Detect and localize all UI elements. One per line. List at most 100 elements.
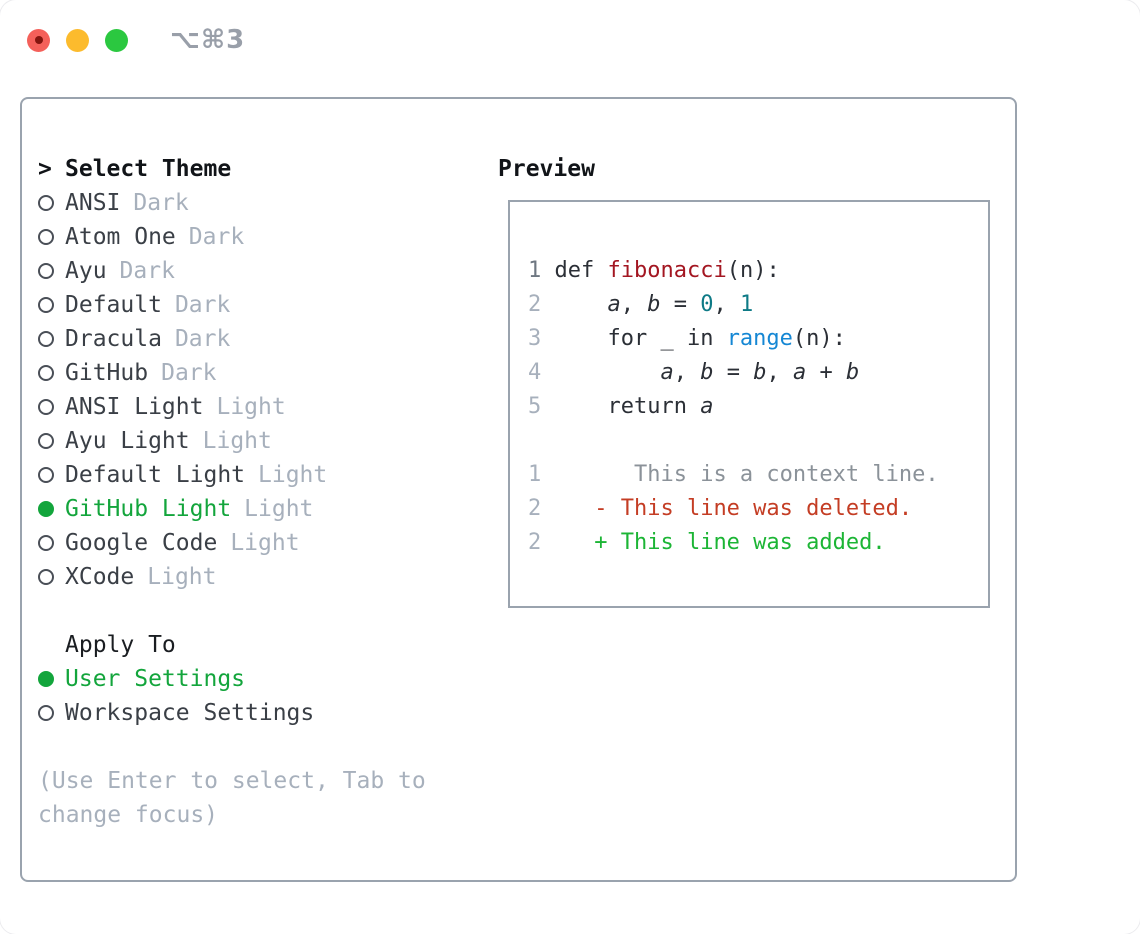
- line-number: 4: [528, 360, 542, 385]
- theme-option[interactable]: ANSI Dark: [38, 186, 478, 220]
- theme-list: ANSI Dark Atom One Dark Ayu Dark Default Dark Dr…: [38, 186, 478, 594]
- theme-option-variant: Light: [244, 496, 314, 522]
- theme-option[interactable]: GitHub Light Light: [38, 492, 478, 526]
- radio-icon: [38, 433, 54, 449]
- code-token-var: a: [792, 360, 807, 385]
- code-token-func: fibonacci: [607, 258, 727, 283]
- apply-option-label: User Settings: [65, 666, 246, 692]
- titlebar: ⌥⌘3: [27, 25, 245, 55]
- code-line: 3 for _ in range(n):: [528, 322, 988, 356]
- code-line: 1 def fibonacci(n):: [528, 254, 988, 288]
- code-token-code: [555, 292, 608, 317]
- focus-caret-icon: >: [38, 156, 52, 182]
- code-line: 2 - This line was deleted.: [528, 492, 988, 526]
- line-number: 1: [528, 462, 542, 487]
- radio-icon: [38, 195, 54, 211]
- code-line: 5 return a: [528, 390, 988, 424]
- theme-option-variant: Dark: [119, 258, 175, 284]
- theme-option[interactable]: Default Light Light: [38, 458, 478, 492]
- theme-option-label: XCode: [65, 564, 135, 590]
- theme-option-label: Default: [65, 292, 162, 318]
- theme-option-label: Default Light: [65, 462, 246, 488]
- close-button[interactable]: [27, 28, 50, 52]
- theme-option[interactable]: Google Code Light: [38, 526, 478, 560]
- code-token-context: This is a context line.: [554, 462, 939, 487]
- theme-option-label: ANSI: [65, 190, 121, 216]
- theme-option-variant: Light: [216, 394, 286, 420]
- theme-option-variant: Dark: [161, 360, 217, 386]
- theme-column: > Select Theme ANSI Dark Atom One Dark Ayu Da…: [38, 152, 478, 832]
- apply-to-title: Apply To: [65, 632, 176, 658]
- radio-icon: [38, 297, 54, 313]
- theme-option-variant: Dark: [133, 190, 189, 216]
- theme-option[interactable]: Ayu Light Light: [38, 424, 478, 458]
- window-title: ⌥⌘3: [170, 25, 246, 55]
- theme-option-label: Ayu Light: [65, 428, 190, 454]
- code-token-code: ,: [713, 292, 740, 317]
- code-token-builtin: range: [726, 326, 793, 351]
- theme-option[interactable]: Atom One Dark: [38, 220, 478, 254]
- radio-icon: [38, 263, 54, 279]
- theme-option-label: GitHub: [65, 360, 149, 386]
- code-token-added: + This line was added.: [554, 530, 886, 555]
- theme-option-label: Atom One: [65, 224, 176, 250]
- code-token-num: 1: [739, 292, 754, 317]
- code-token-var: a: [660, 360, 674, 385]
- code-token-code: ,: [766, 360, 793, 385]
- radio-icon: [38, 399, 54, 415]
- theme-option[interactable]: XCode Light: [38, 560, 478, 594]
- spacer: [38, 594, 478, 628]
- radio-icon: [38, 569, 54, 585]
- code-token-code: =: [713, 360, 754, 385]
- code-token-code: [555, 360, 661, 385]
- radio-selected-icon: [38, 501, 54, 517]
- code-line: [528, 424, 988, 458]
- code-line: 1 This is a context line.: [528, 458, 988, 492]
- theme-option-variant: Light: [258, 462, 328, 488]
- preview-title: Preview: [498, 156, 595, 182]
- code-token-code: +: [806, 360, 846, 385]
- select-theme-title: Select Theme: [65, 156, 232, 182]
- apply-to-header: Apply To: [38, 628, 478, 662]
- theme-option-label: Dracula: [65, 326, 162, 352]
- apply-option-label: Workspace Settings: [65, 700, 315, 726]
- theme-option[interactable]: Default Dark: [38, 288, 478, 322]
- code-token-deleted: - This line was deleted.: [554, 496, 913, 521]
- keyboard-hint: (Use Enter to select, Tab to change focu…: [38, 768, 426, 828]
- spacer: [38, 730, 478, 764]
- theme-option[interactable]: Ayu Dark: [38, 254, 478, 288]
- theme-option-variant: Dark: [174, 326, 231, 352]
- select-theme-header: > Select Theme: [38, 152, 478, 186]
- zoom-button[interactable]: [105, 28, 128, 52]
- radio-icon: [38, 705, 54, 721]
- theme-option[interactable]: Dracula Dark: [38, 322, 478, 356]
- line-number: 3: [528, 326, 542, 351]
- line-number: 2: [528, 292, 542, 317]
- code-token-var: b: [700, 360, 714, 385]
- theme-option-variant: Dark: [174, 292, 231, 318]
- code-token-var: a: [607, 292, 621, 317]
- code-token-var: a: [700, 394, 714, 419]
- theme-option[interactable]: ANSI Light Light: [38, 390, 478, 424]
- code-token-code: =: [660, 292, 701, 317]
- radio-icon: [38, 467, 54, 483]
- radio-icon: [38, 331, 54, 347]
- code-token-var: b: [845, 360, 860, 385]
- theme-option-variant: Light: [230, 530, 300, 556]
- apply-option[interactable]: Workspace Settings: [38, 696, 478, 730]
- minimize-button[interactable]: [66, 28, 89, 52]
- line-number: 1: [528, 258, 542, 283]
- code-token-code: ,: [673, 360, 701, 385]
- code-token-var: b: [647, 292, 661, 317]
- code-token-code: (n):: [792, 326, 846, 351]
- radio-selected-icon: [38, 671, 54, 687]
- apply-option[interactable]: User Settings: [38, 662, 478, 696]
- code-token-code: (n):: [726, 258, 780, 283]
- theme-option[interactable]: GitHub Dark: [38, 356, 478, 390]
- radio-icon: [38, 365, 54, 381]
- theme-option-label: Ayu: [65, 258, 107, 284]
- theme-option-label: GitHub Light: [65, 496, 232, 522]
- theme-option-variant: Dark: [188, 224, 245, 250]
- line-number: 2: [528, 496, 542, 521]
